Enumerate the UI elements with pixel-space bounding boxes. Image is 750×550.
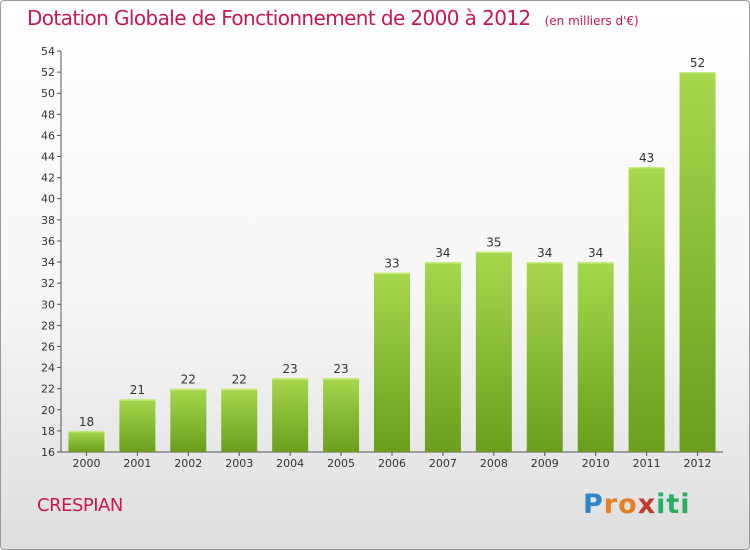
bar	[577, 262, 614, 452]
bar-value-label: 52	[690, 56, 705, 70]
bar-value-label: 18	[79, 415, 94, 429]
bar	[424, 262, 461, 452]
x-tick-label: 2001	[123, 457, 151, 470]
logo-letter: o	[618, 489, 638, 520]
logo-letter: t	[666, 489, 681, 520]
x-tick-label: 2006	[378, 457, 406, 470]
bar	[475, 251, 512, 452]
bar	[628, 167, 665, 452]
bar-top-highlight	[526, 262, 563, 264]
bar-value-label: 34	[435, 246, 450, 260]
logo-letter: r	[603, 489, 619, 520]
bar-value-label: 34	[537, 246, 552, 260]
y-tick-label: 20	[41, 404, 55, 417]
bar	[679, 72, 716, 453]
x-tick-label: 2009	[531, 457, 559, 470]
y-tick-label: 36	[41, 235, 55, 248]
y-tick-label: 44	[41, 151, 55, 164]
bar	[119, 399, 156, 452]
bar	[68, 430, 105, 452]
bar-top-highlight	[424, 262, 461, 264]
bar-value-label: 43	[639, 151, 654, 165]
y-tick-label: 40	[41, 193, 55, 206]
x-tick-label: 2005	[327, 457, 355, 470]
logo-letter: P	[583, 489, 604, 520]
bar-value-label: 21	[130, 383, 145, 397]
bar-top-highlight	[119, 399, 156, 401]
y-tick-label: 28	[41, 319, 55, 332]
proxiti-logo: Proxiti	[583, 489, 691, 520]
x-tick-label: 2007	[429, 457, 457, 470]
logo-letter: x	[637, 489, 657, 520]
x-tick-label: 2010	[582, 457, 610, 470]
bar-top-highlight	[68, 430, 105, 433]
x-tick-label: 2002	[174, 457, 202, 470]
chart-title-block: Dotation Globale de Fonctionnement de 20…	[27, 6, 639, 30]
logo-letter: i	[680, 489, 691, 520]
bar-top-highlight	[628, 167, 665, 169]
y-tick-label: 16	[41, 446, 55, 459]
chart-unit: (en milliers d'€)	[544, 14, 639, 28]
y-tick-label: 42	[41, 172, 55, 185]
y-tick-label: 30	[41, 298, 55, 311]
x-tick-label: 2012	[684, 457, 712, 470]
y-tick-label: 46	[41, 129, 55, 142]
bar	[272, 378, 309, 452]
bar-top-highlight	[170, 388, 207, 391]
bar-top-highlight	[323, 378, 360, 380]
bar-value-label: 35	[486, 236, 501, 250]
bar-top-highlight	[577, 262, 614, 264]
bar-top-highlight	[679, 72, 716, 74]
y-tick-label: 24	[41, 362, 55, 375]
y-tick-label: 34	[41, 256, 55, 269]
y-tick-label: 18	[41, 425, 55, 438]
logo-letter: i	[656, 489, 667, 520]
bar-value-label: 23	[283, 362, 298, 376]
bar	[374, 272, 410, 452]
bar	[221, 388, 258, 452]
bar-value-label: 22	[232, 373, 247, 387]
y-tick-label: 22	[41, 383, 55, 396]
x-tick-label: 2008	[480, 457, 508, 470]
x-tick-label: 2000	[72, 457, 100, 470]
y-tick-label: 52	[41, 66, 55, 79]
bar	[323, 378, 360, 452]
bar	[526, 262, 563, 452]
x-tick-label: 2011	[633, 457, 661, 470]
x-tick-label: 2004	[276, 457, 304, 470]
y-tick-label: 26	[41, 340, 55, 353]
chart-title: Dotation Globale de Fonctionnement de 20…	[27, 6, 531, 30]
bar-top-highlight	[374, 272, 410, 275]
bar-value-label: 34	[588, 246, 603, 260]
bar-top-highlight	[221, 388, 258, 391]
bar-value-label: 22	[181, 373, 196, 387]
bar-value-label: 33	[384, 257, 399, 271]
x-tick-label: 2003	[225, 457, 253, 470]
y-tick-label: 50	[41, 87, 55, 100]
y-tick-label: 54	[41, 45, 55, 58]
bar	[170, 388, 207, 452]
bar-top-highlight	[475, 251, 512, 253]
y-tick-label: 38	[41, 214, 55, 227]
commune-name: CRESPIAN	[37, 495, 123, 516]
y-tick-label: 32	[41, 277, 55, 290]
y-tick-label: 48	[41, 108, 55, 121]
bar-value-label: 23	[333, 362, 348, 376]
bar-top-highlight	[272, 378, 309, 380]
